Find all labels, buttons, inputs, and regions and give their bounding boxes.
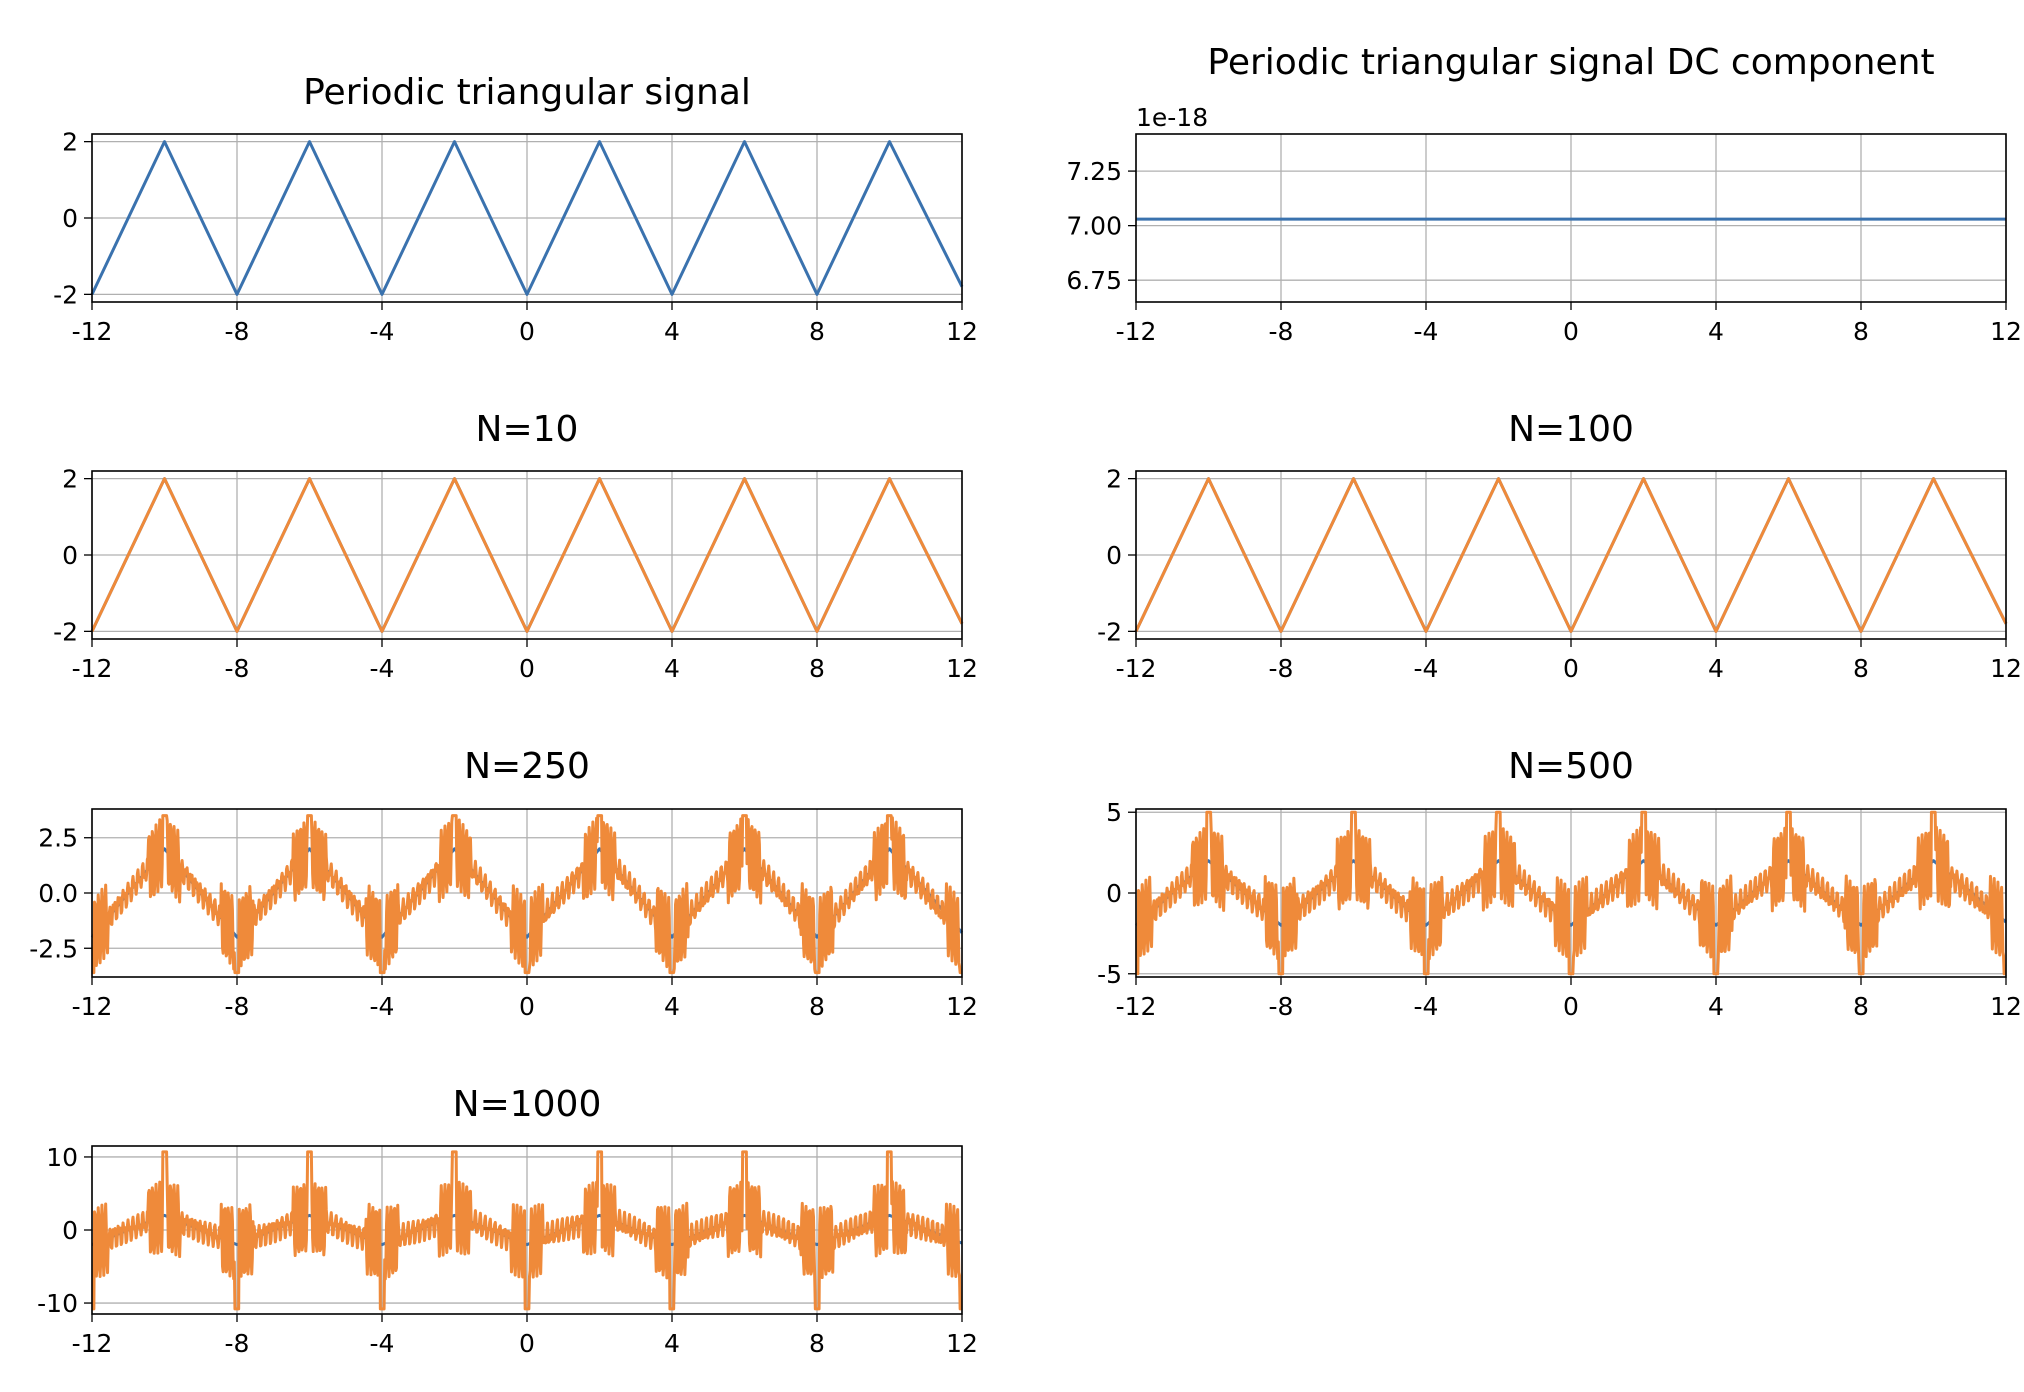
y-tick-label: 5 xyxy=(1106,798,1122,827)
y-tick-label: -2 xyxy=(53,280,78,309)
x-tick-label: -12 xyxy=(72,1329,113,1358)
x-tick-label: 12 xyxy=(1990,992,2022,1021)
y-tick-label: 0 xyxy=(1106,541,1122,570)
y-tick-label: 2 xyxy=(1106,465,1122,494)
x-tick-label: 4 xyxy=(664,992,680,1021)
subplot-6: -12 -8 -4 0 4 8 12 -5 0 5 N=500 xyxy=(1097,746,2022,1021)
subplot-3: -12 -8 -4 0 4 8 12 -2 0 2 N=10 xyxy=(53,409,978,683)
x-tick-label: 8 xyxy=(1853,317,1869,346)
y-tick-label: -2 xyxy=(53,617,78,646)
x-tick-label: 4 xyxy=(1708,992,1724,1021)
subplot-title: Periodic triangular signal DC component xyxy=(1207,42,1934,83)
x-tick-label: 0 xyxy=(1563,992,1579,1021)
x-tick-label: -4 xyxy=(1414,317,1439,346)
y-tick-label: 7.25 xyxy=(1066,157,1122,186)
subplot-4: -12 -8 -4 0 4 8 12 -2 0 2 N=100 xyxy=(1097,409,2022,683)
subplot-title: N=500 xyxy=(1508,746,1634,787)
x-tick-label: -12 xyxy=(72,317,113,346)
y-tick-label: 7.00 xyxy=(1066,212,1122,241)
x-tick-label: -4 xyxy=(370,317,395,346)
x-tick-label: 12 xyxy=(1990,654,2022,683)
x-tick-label: 8 xyxy=(809,317,825,346)
x-tick-label: 4 xyxy=(1708,654,1724,683)
x-tick-label: -12 xyxy=(1116,654,1157,683)
x-tick-label: 0 xyxy=(519,654,535,683)
y-tick-label: -2 xyxy=(1097,617,1122,646)
y-tick-label: 6.75 xyxy=(1066,266,1122,295)
x-tick-label: -8 xyxy=(225,317,250,346)
x-tick-label: 8 xyxy=(1853,654,1869,683)
x-tick-label: -4 xyxy=(370,1329,395,1358)
x-tick-label: 12 xyxy=(1990,317,2022,346)
approximation-series-line xyxy=(91,1150,963,1311)
y-tick-label: -5 xyxy=(1097,960,1122,989)
subplot-title: Periodic triangular signal xyxy=(303,72,751,113)
subplot-2: -12 -8 -4 0 4 8 12 6.75 7.00 7.25 1e-18 Periodic tr… xyxy=(1066,42,2022,346)
x-tick-label: 0 xyxy=(1563,654,1579,683)
y-tick-label: 0 xyxy=(1106,879,1122,908)
original-series-line xyxy=(91,1213,963,1247)
x-tick-label: 12 xyxy=(946,317,978,346)
approximation-series-line xyxy=(1134,477,2008,633)
x-tick-label: -8 xyxy=(225,992,250,1021)
x-tick-label: 8 xyxy=(809,654,825,683)
x-tick-label: 12 xyxy=(946,992,978,1021)
x-tick-label: -4 xyxy=(370,992,395,1021)
x-tick-label: 0 xyxy=(519,992,535,1021)
subplot-title: N=10 xyxy=(476,409,579,450)
approximation-series-line xyxy=(1135,810,2007,976)
x-tick-label: 4 xyxy=(1708,317,1724,346)
x-tick-label: 4 xyxy=(664,1329,680,1358)
original-series-line xyxy=(90,847,964,939)
y-tick-label: 0 xyxy=(62,541,78,570)
x-tick-label: -8 xyxy=(225,1329,250,1358)
x-tick-label: -12 xyxy=(72,654,113,683)
subplot-title: N=250 xyxy=(464,746,590,787)
subplot-title: N=100 xyxy=(1508,409,1634,450)
y-tick-label: 0 xyxy=(62,204,78,233)
x-tick-label: 8 xyxy=(809,1329,825,1358)
y-tick-label: 0 xyxy=(62,1216,78,1245)
y-tick-label: -10 xyxy=(37,1289,78,1318)
original-series-line xyxy=(90,140,964,296)
subplot-title: N=1000 xyxy=(453,1084,602,1125)
original-series-line xyxy=(1135,859,2007,927)
x-tick-label: -8 xyxy=(1269,654,1294,683)
x-tick-label: 0 xyxy=(519,317,535,346)
y-tick-label: 2 xyxy=(62,465,78,494)
x-tick-label: -12 xyxy=(1116,317,1157,346)
approximation-series-line xyxy=(91,814,963,975)
x-tick-label: -4 xyxy=(1414,992,1439,1021)
y-offset-label: 1e-18 xyxy=(1136,103,1208,132)
y-tick-label: 10 xyxy=(46,1143,78,1172)
x-tick-label: 0 xyxy=(519,1329,535,1358)
x-tick-label: 4 xyxy=(664,317,680,346)
x-tick-label: 8 xyxy=(1853,992,1869,1021)
x-tick-label: 12 xyxy=(946,654,978,683)
approximation-series-line xyxy=(90,477,964,633)
x-tick-label: -4 xyxy=(1414,654,1439,683)
x-tick-label: -12 xyxy=(1116,992,1157,1021)
y-tick-label: 2.5 xyxy=(38,824,78,853)
y-tick-label: 0.0 xyxy=(38,879,78,908)
x-tick-label: 12 xyxy=(946,1329,978,1358)
x-tick-label: 4 xyxy=(664,654,680,683)
x-tick-label: 8 xyxy=(809,992,825,1021)
y-tick-label: 2 xyxy=(62,128,78,157)
x-tick-label: 0 xyxy=(1563,317,1579,346)
x-tick-label: -12 xyxy=(72,992,113,1021)
x-tick-label: -4 xyxy=(370,654,395,683)
x-tick-label: -8 xyxy=(225,654,250,683)
x-tick-label: -8 xyxy=(1269,992,1294,1021)
y-tick-label: -2.5 xyxy=(29,934,78,963)
subplot-1: -12 -8 -4 0 4 8 12 -2 0 2 Periodic triangular sign… xyxy=(53,72,978,346)
x-tick-label: -8 xyxy=(1269,317,1294,346)
subplot-5: -12 -8 -4 0 4 8 12 -2.5 0.0 2.5 N=250 xyxy=(29,746,978,1021)
subplot-7: -12 -8 -4 0 4 8 12 -10 0 10 N=1000 xyxy=(37,1084,978,1358)
